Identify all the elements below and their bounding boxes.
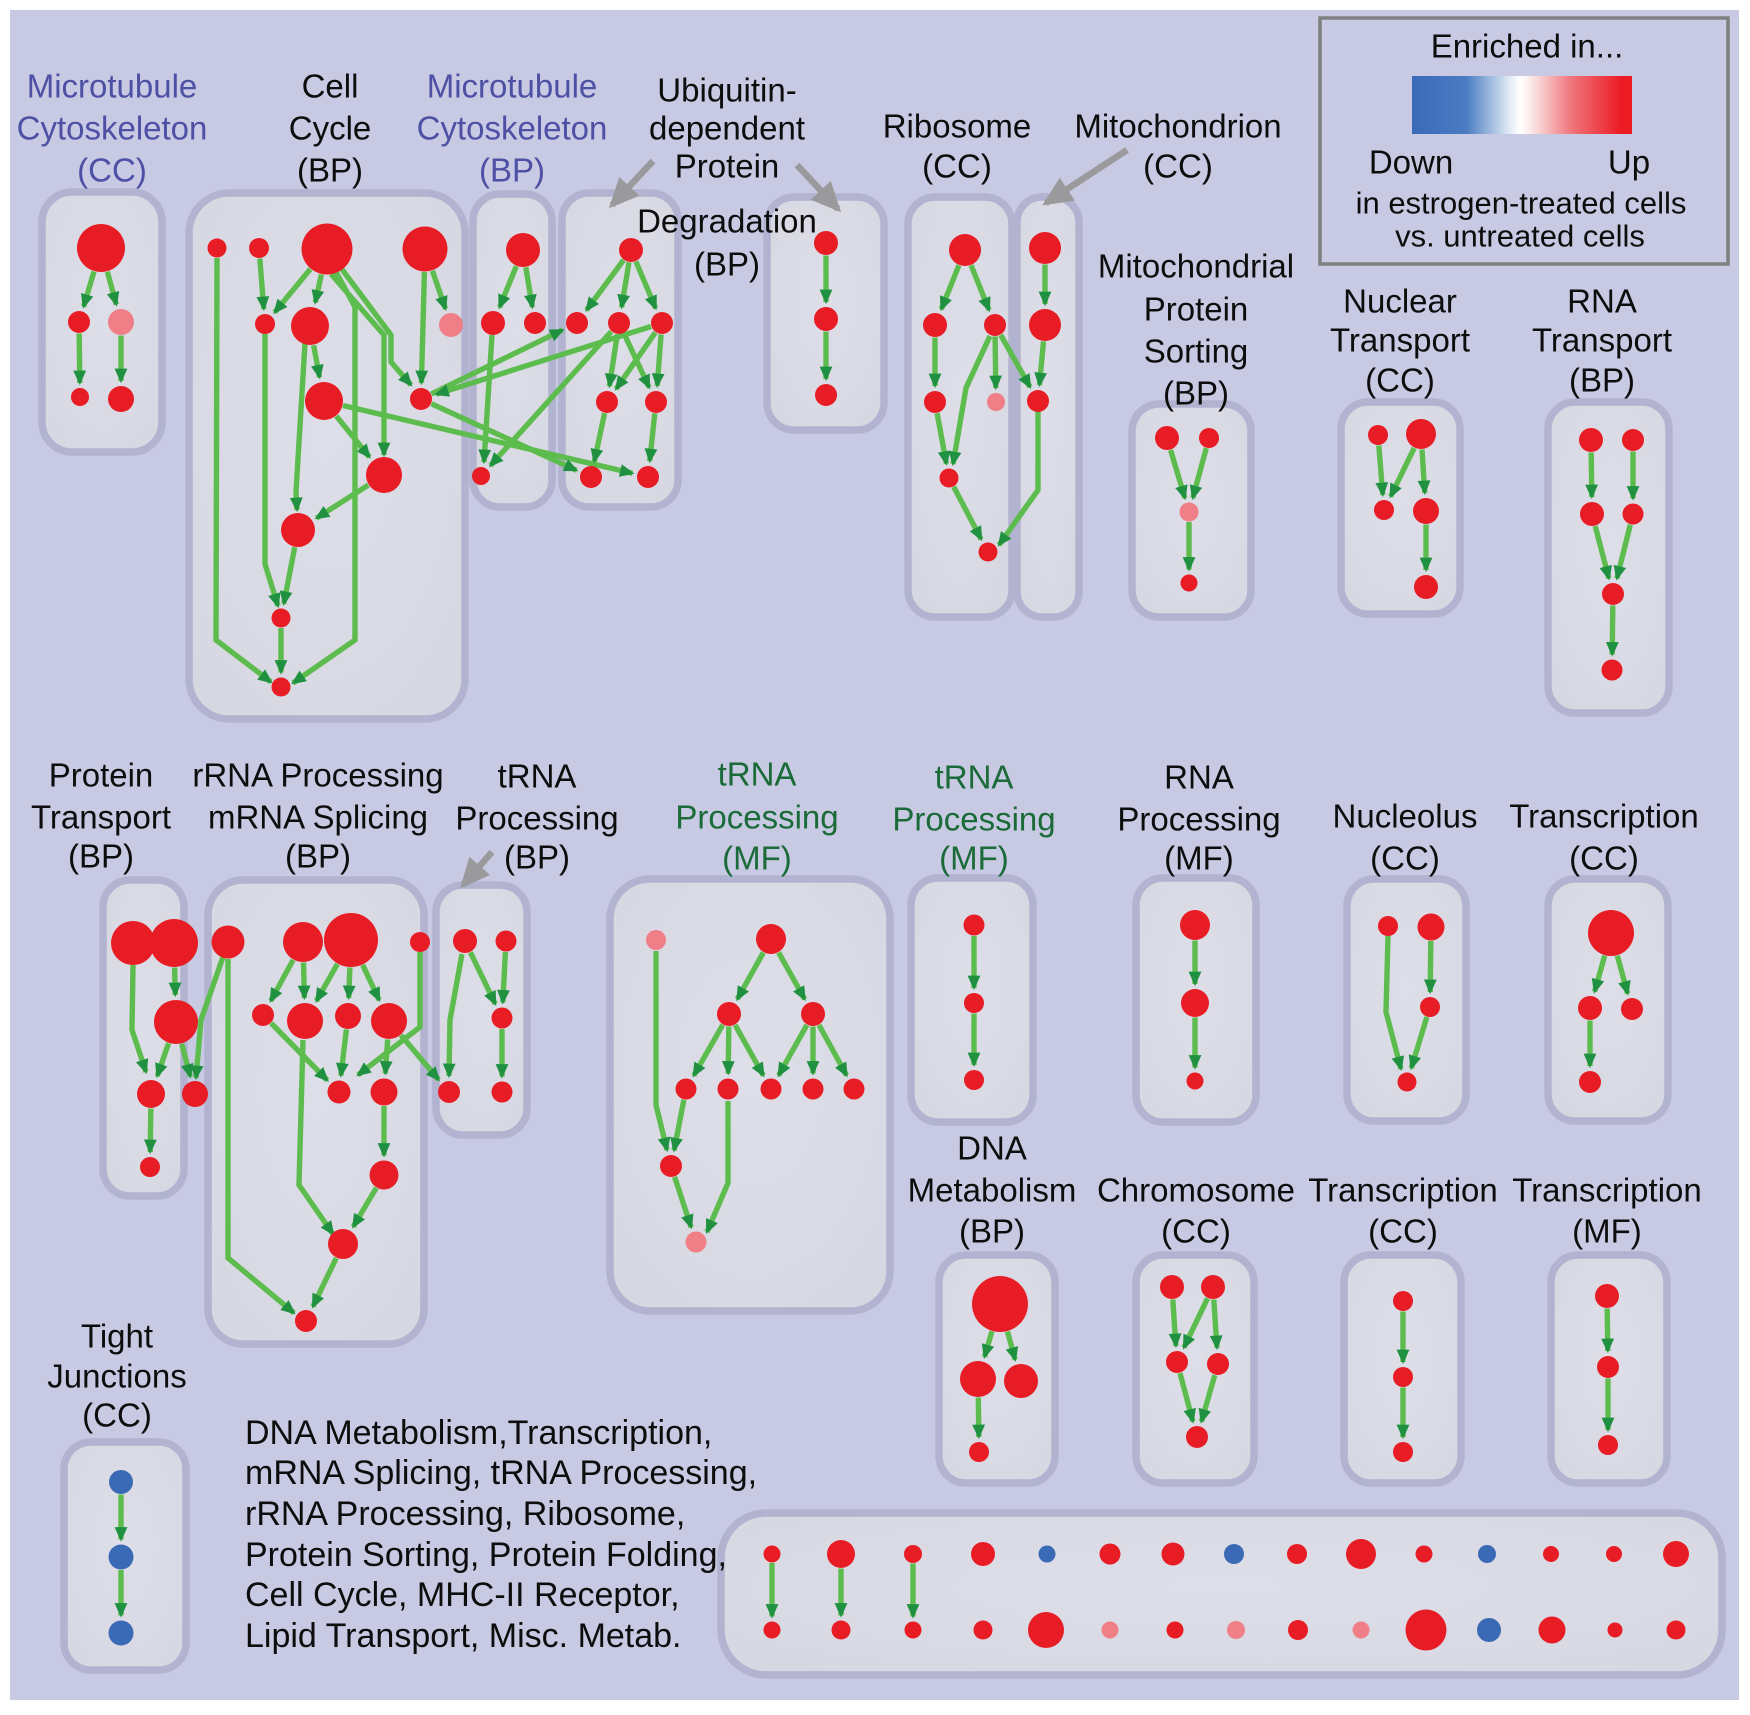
svg-text:(CC): (CC) xyxy=(1370,840,1440,877)
svg-text:(BP): (BP) xyxy=(694,246,760,283)
svg-text:(CC): (CC) xyxy=(1368,1213,1438,1250)
svg-text:(BP): (BP) xyxy=(68,838,134,875)
svg-text:Protein Sorting, Protein Foldi: Protein Sorting, Protein Folding, xyxy=(245,1536,727,1574)
svg-text:Processing: Processing xyxy=(455,800,618,837)
svg-text:Transport: Transport xyxy=(1532,322,1672,359)
svg-text:(BP): (BP) xyxy=(1569,362,1635,399)
svg-text:Transport: Transport xyxy=(1330,322,1470,359)
svg-text:(BP): (BP) xyxy=(297,152,363,189)
svg-text:tRNA: tRNA xyxy=(498,758,577,795)
svg-text:Cytoskeleton: Cytoskeleton xyxy=(417,110,608,147)
svg-text:vs. untreated cells: vs. untreated cells xyxy=(1395,219,1645,254)
svg-text:tRNA: tRNA xyxy=(718,756,797,793)
svg-text:dependent: dependent xyxy=(649,110,805,147)
svg-text:(MF): (MF) xyxy=(1164,840,1234,877)
svg-text:DNA Metabolism,Transcription,: DNA Metabolism,Transcription, xyxy=(245,1414,712,1452)
svg-text:Up: Up xyxy=(1608,144,1650,181)
svg-text:(CC): (CC) xyxy=(1161,1213,1231,1250)
svg-text:DNA: DNA xyxy=(957,1130,1027,1167)
svg-text:(CC): (CC) xyxy=(922,148,992,185)
svg-text:(CC): (CC) xyxy=(77,152,147,189)
svg-text:Tight: Tight xyxy=(81,1318,153,1355)
svg-text:(BP): (BP) xyxy=(285,838,351,875)
svg-text:Cycle: Cycle xyxy=(289,110,372,147)
svg-text:Cell Cycle, MHC-II Receptor,: Cell Cycle, MHC-II Receptor, xyxy=(245,1576,680,1614)
svg-text:Sorting: Sorting xyxy=(1144,333,1249,370)
svg-text:Microtubule: Microtubule xyxy=(27,68,198,105)
svg-text:Nucleolus: Nucleolus xyxy=(1333,798,1478,835)
svg-text:Transcription: Transcription xyxy=(1509,798,1699,835)
svg-text:Ubiquitin-: Ubiquitin- xyxy=(657,72,796,109)
svg-text:Protein: Protein xyxy=(49,757,154,794)
svg-text:Nuclear: Nuclear xyxy=(1343,283,1457,320)
svg-text:Protein: Protein xyxy=(1144,291,1249,328)
svg-text:(CC): (CC) xyxy=(1143,148,1213,185)
svg-text:Protein: Protein xyxy=(675,148,780,185)
svg-text:Transcription: Transcription xyxy=(1512,1172,1702,1209)
svg-text:Transcription: Transcription xyxy=(1308,1172,1498,1209)
svg-text:(BP): (BP) xyxy=(504,839,570,876)
svg-text:RNA: RNA xyxy=(1164,759,1234,796)
svg-text:Junctions: Junctions xyxy=(47,1358,186,1395)
svg-text:RNA: RNA xyxy=(1567,283,1637,320)
svg-text:mRNA Splicing, tRNA Processing: mRNA Splicing, tRNA Processing, xyxy=(245,1454,757,1492)
svg-text:(MF): (MF) xyxy=(722,840,792,877)
svg-text:Metabolism: Metabolism xyxy=(908,1172,1077,1209)
svg-text:Mitochondrion: Mitochondrion xyxy=(1074,108,1281,145)
svg-text:Degradation: Degradation xyxy=(637,203,817,240)
svg-text:Cytoskeleton: Cytoskeleton xyxy=(17,110,208,147)
svg-text:(MF): (MF) xyxy=(939,840,1009,877)
svg-text:(MF): (MF) xyxy=(1572,1213,1642,1250)
svg-text:Ribosome: Ribosome xyxy=(883,108,1032,145)
svg-text:Enriched in...: Enriched in... xyxy=(1431,28,1624,65)
svg-text:(BP): (BP) xyxy=(959,1213,1025,1250)
svg-text:(CC): (CC) xyxy=(1569,840,1639,877)
svg-text:(BP): (BP) xyxy=(479,152,545,189)
svg-text:Microtubule: Microtubule xyxy=(427,68,598,105)
svg-text:Down: Down xyxy=(1369,144,1453,181)
svg-text:Processing: Processing xyxy=(675,799,838,836)
svg-text:Chromosome: Chromosome xyxy=(1097,1172,1295,1209)
svg-text:Transport: Transport xyxy=(31,799,171,836)
svg-text:tRNA: tRNA xyxy=(935,759,1014,796)
svg-text:Lipid Transport, Misc. Metab.: Lipid Transport, Misc. Metab. xyxy=(245,1617,682,1655)
svg-text:in estrogen-treated cells: in estrogen-treated cells xyxy=(1356,186,1687,221)
svg-text:(CC): (CC) xyxy=(1365,362,1435,399)
svg-text:Processing: Processing xyxy=(1117,801,1280,838)
svg-text:(CC): (CC) xyxy=(82,1397,152,1434)
svg-text:Processing: Processing xyxy=(892,801,1055,838)
svg-text:rRNA Processing: rRNA Processing xyxy=(192,757,443,794)
svg-text:Mitochondrial: Mitochondrial xyxy=(1098,248,1294,285)
svg-text:rRNA Processing, Ribosome,: rRNA Processing, Ribosome, xyxy=(245,1495,685,1533)
svg-text:Cell: Cell xyxy=(302,68,359,105)
svg-text:(BP): (BP) xyxy=(1163,375,1229,412)
svg-text:mRNA Splicing: mRNA Splicing xyxy=(208,799,428,836)
